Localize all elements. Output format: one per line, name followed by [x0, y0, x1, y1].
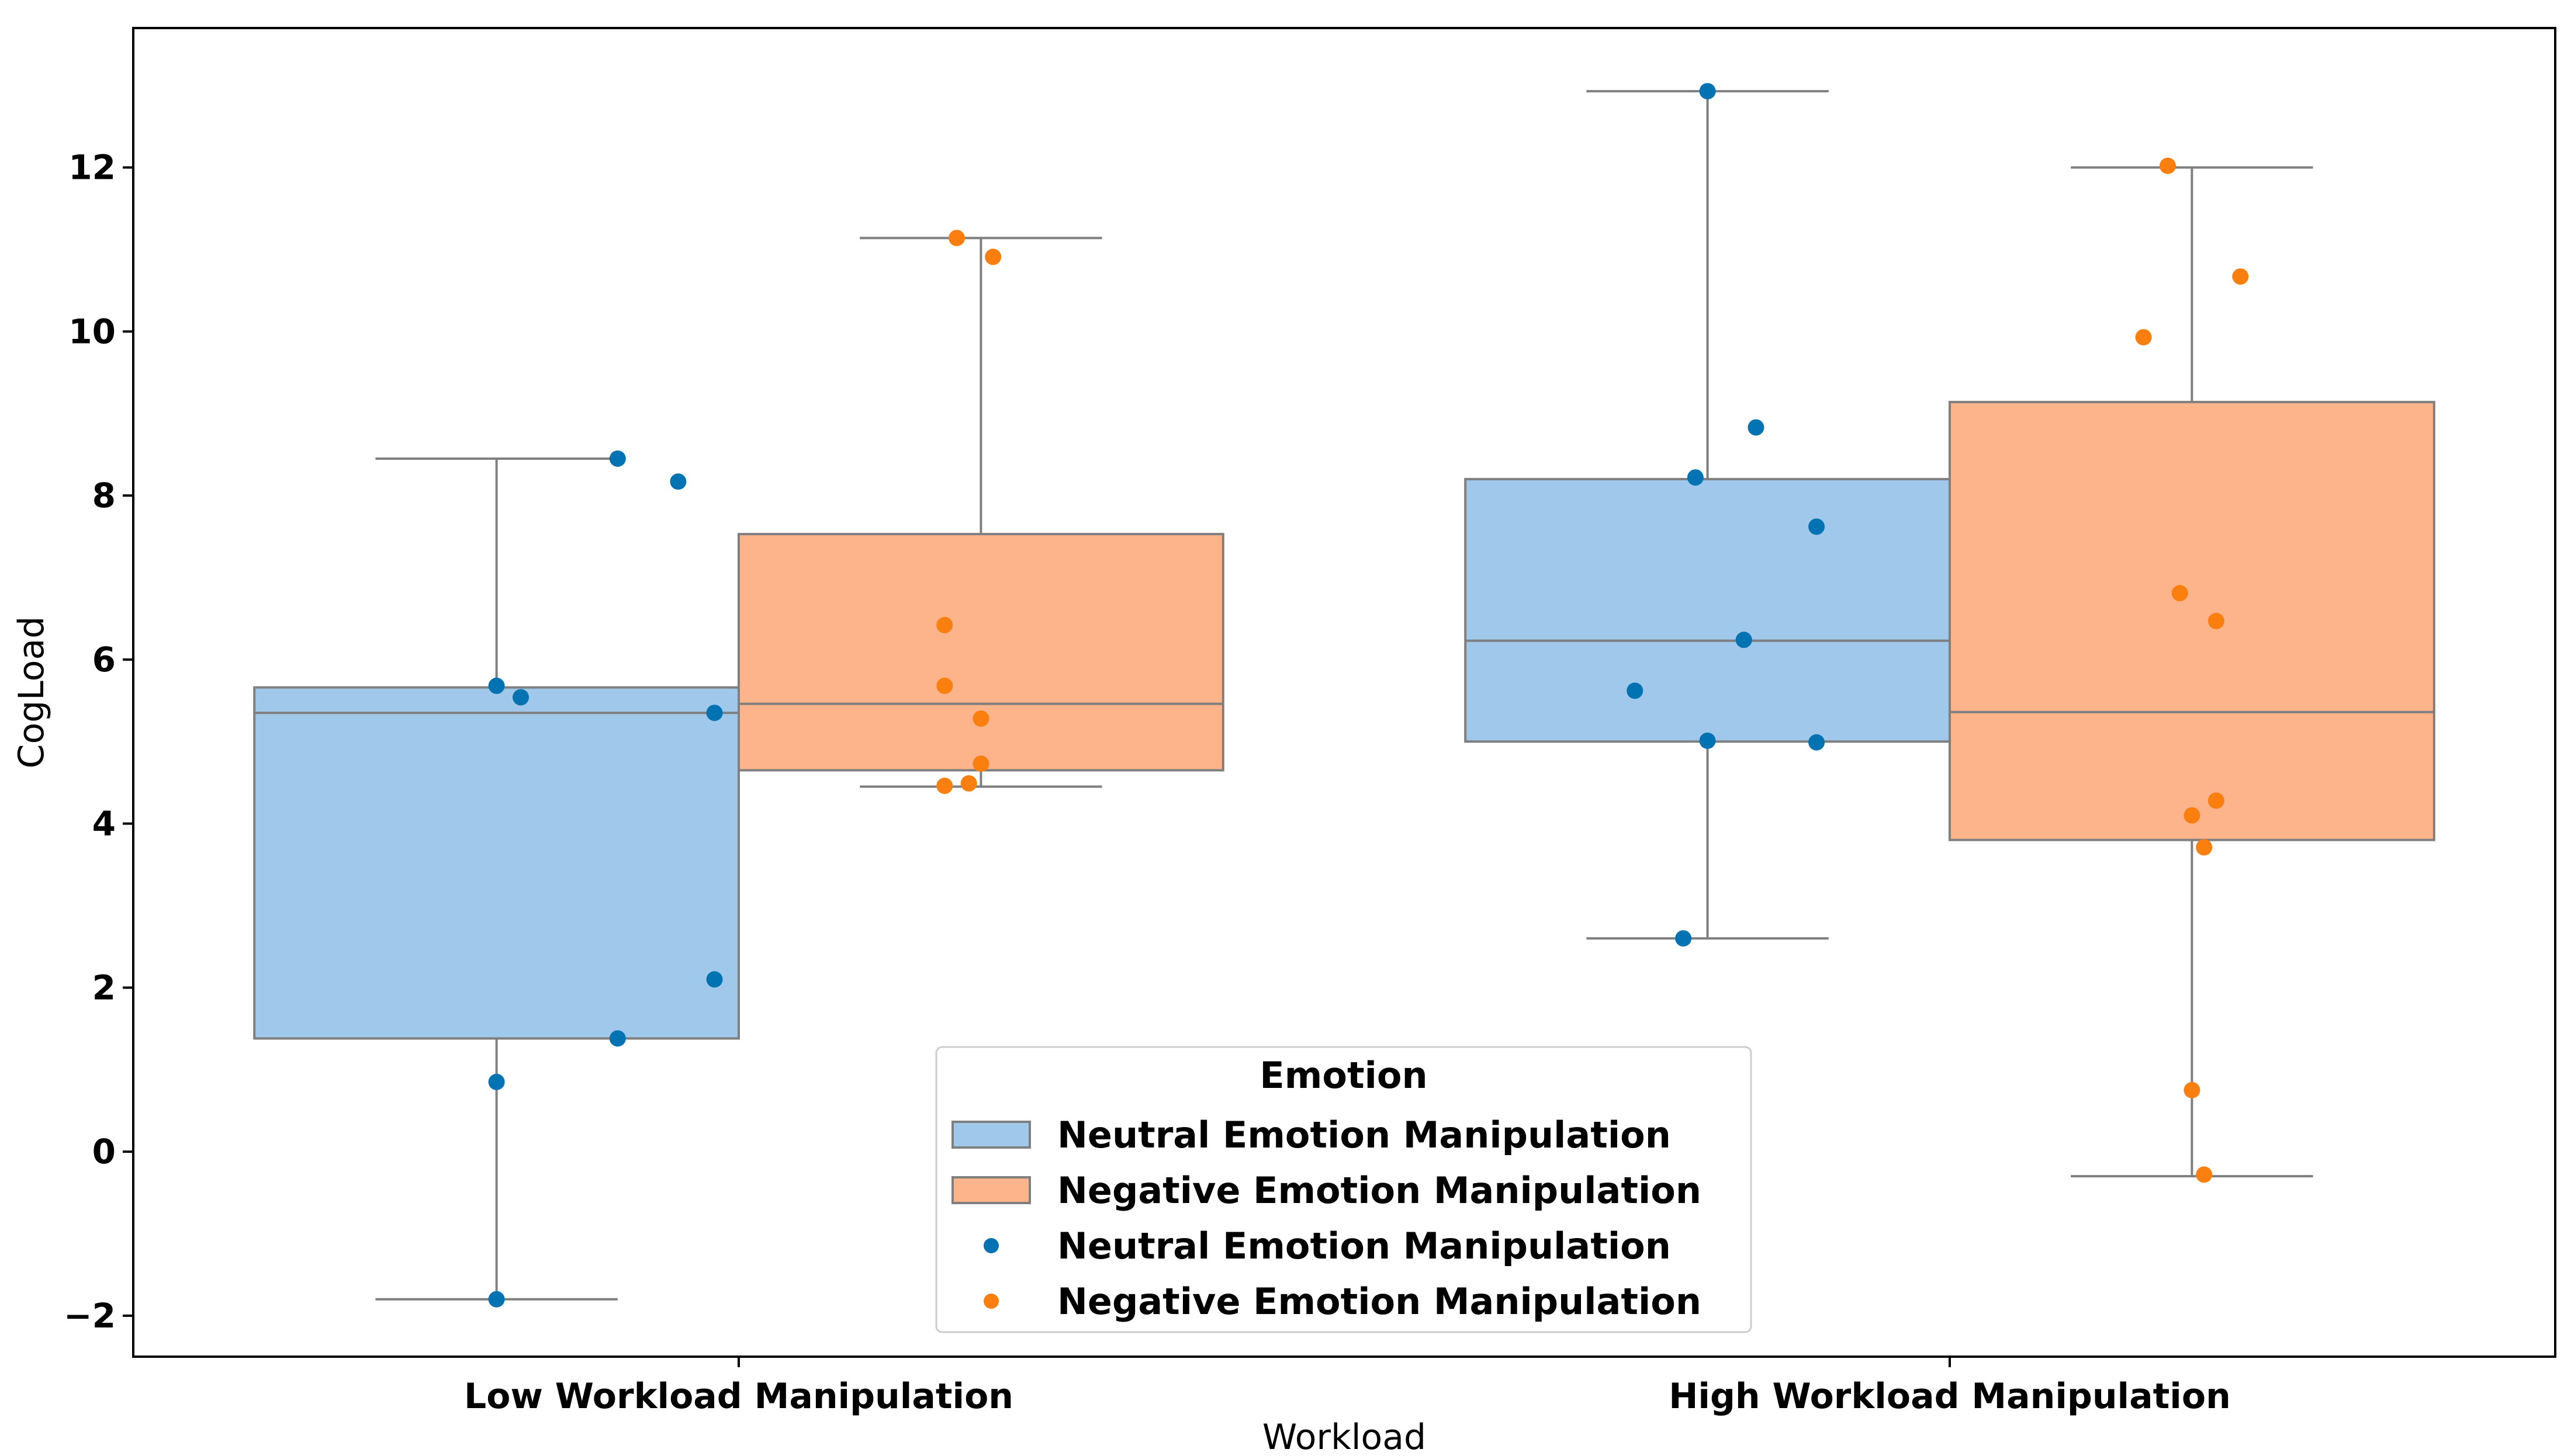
box-iqr	[1949, 401, 2435, 841]
data-point	[1687, 469, 1704, 486]
data-point	[706, 971, 723, 988]
data-point	[1699, 83, 1716, 100]
data-point	[1735, 632, 1752, 649]
data-point	[488, 1073, 505, 1090]
data-point	[2184, 1081, 2200, 1098]
legend-box-swatch	[951, 1176, 1031, 1204]
data-point	[960, 775, 977, 792]
data-point	[948, 230, 965, 247]
data-point	[936, 677, 953, 694]
legend-entry-label: Negative Emotion Manipulation	[1057, 1280, 1701, 1323]
legend-box-swatch	[951, 1121, 1031, 1149]
box-iqr	[738, 533, 1224, 772]
boxes-layer	[253, 90, 2435, 1301]
data-point	[1675, 930, 1692, 947]
legend-entry-label: Negative Emotion Manipulation	[1057, 1169, 1701, 1212]
box-iqr	[253, 686, 740, 1040]
points-layer	[488, 83, 2249, 1308]
x-tick-label: High Workload Manipulation	[1669, 1376, 2231, 1417]
data-point	[2171, 585, 2188, 602]
data-point	[2232, 268, 2249, 285]
data-point	[706, 705, 723, 722]
legend-entries: Neutral Emotion Manipulation Negative Emo…	[951, 1114, 1701, 1323]
data-point	[670, 473, 687, 490]
x-axis-label: Workload	[1262, 1417, 1426, 1456]
data-point	[609, 1030, 626, 1047]
data-point	[488, 677, 505, 694]
y-axis-label: CogLoad	[11, 616, 52, 769]
data-point	[936, 616, 953, 633]
data-point	[488, 1291, 505, 1308]
x-tick-label: Low Workload Manipulation	[464, 1376, 1013, 1417]
y-tick-label: 0	[92, 1132, 116, 1171]
data-point	[973, 710, 989, 727]
data-point	[513, 689, 530, 706]
legend-title: Emotion	[1259, 1054, 1427, 1097]
data-point	[2159, 157, 2176, 174]
data-point	[973, 755, 989, 772]
data-point	[1627, 682, 1643, 699]
data-point	[2184, 807, 2200, 824]
plot-frame	[132, 27, 2556, 1358]
data-point	[985, 248, 1002, 265]
data-point	[1699, 732, 1716, 749]
y-tick-label: 6	[92, 640, 116, 680]
y-tick-label: −2	[64, 1296, 116, 1336]
box-iqr	[1464, 478, 1951, 743]
data-point	[1748, 419, 1764, 436]
data-point	[1808, 518, 1825, 535]
data-point	[2135, 329, 2152, 346]
data-point	[1808, 734, 1825, 751]
y-axis: −2 0 2 4 6 8 10 12	[64, 148, 133, 1336]
y-tick-label: 2	[92, 968, 116, 1007]
data-point	[2196, 1166, 2213, 1183]
legend-point-swatch	[984, 1294, 999, 1309]
data-point	[2207, 612, 2224, 629]
x-axis: Low Workload Manipulation High Workload M…	[464, 1357, 2231, 1417]
data-point	[2207, 792, 2224, 809]
data-point	[936, 778, 953, 795]
legend-entry-label: Neutral Emotion Manipulation	[1057, 1225, 1671, 1267]
legend-point-swatch	[984, 1238, 999, 1253]
legend-entry-label: Neutral Emotion Manipulation	[1057, 1114, 1671, 1156]
y-tick-label: 8	[92, 476, 116, 515]
data-point	[2196, 839, 2213, 856]
y-tick-label: 10	[68, 311, 116, 351]
data-point	[609, 450, 626, 467]
legend-frame	[935, 1046, 1752, 1333]
legend: Emotion Neutral Emotion Manipulation Nega…	[935, 1046, 1752, 1333]
y-tick-label: 12	[68, 148, 116, 188]
y-tick-label: 4	[92, 804, 116, 844]
